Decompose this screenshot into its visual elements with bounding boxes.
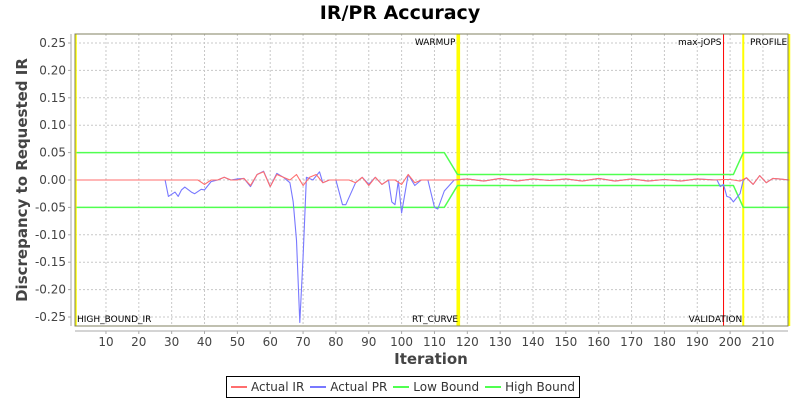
- y-tick-label: -0.05: [35, 200, 66, 214]
- legend: Actual IR Actual PR Low Bound High Bound: [226, 376, 580, 398]
- legend-swatch-actual-pr: [310, 386, 327, 388]
- y-tick-label: 0.20: [39, 63, 66, 77]
- legend-item-actual-pr: Actual PR: [310, 380, 387, 394]
- y-tick-label: -0.20: [35, 283, 66, 297]
- x-tick-label: 130: [489, 335, 512, 349]
- phase-marker-label: max-jOPS: [678, 38, 722, 48]
- legend-item-low-bound: Low Bound: [393, 380, 479, 394]
- phase-marker-label: PROFILE: [750, 38, 788, 48]
- x-tick-label: 190: [686, 335, 709, 349]
- legend-swatch-actual-ir: [231, 386, 247, 388]
- x-axis-label: Iteration: [394, 350, 468, 368]
- series-line: [76, 151, 790, 176]
- phase-marker-label: HIGH_BOUND_IR: [77, 315, 151, 325]
- y-axis-label: Discrepancy to Requested IR: [13, 58, 31, 302]
- x-tick-label: 140: [522, 335, 545, 349]
- series-lines: [76, 151, 790, 324]
- legend-label-low-bound: Low Bound: [413, 380, 480, 394]
- x-tick-label: 170: [620, 335, 643, 349]
- y-tick-label: -0.15: [35, 255, 66, 269]
- legend-swatch-high-bound: [485, 386, 502, 388]
- phase-markers: HIGH_BOUND_IR WARMUP RT_CURVE max-jOPS VALID…: [75, 34, 791, 326]
- x-tick-label: 100: [390, 335, 413, 349]
- legend-label-actual-ir: Actual IR: [251, 380, 305, 394]
- phase-marker-label: WARMUP: [415, 38, 456, 48]
- legend-label-high-bound: High Bound: [505, 380, 575, 394]
- legend-item-high-bound: High Bound: [485, 380, 575, 394]
- x-tick-label: 200: [719, 335, 742, 349]
- chart-title: IR/PR Accuracy: [319, 2, 481, 24]
- y-tick-label: 0.15: [39, 91, 66, 105]
- y-tick-label: 0.10: [39, 118, 66, 132]
- legend-label-actual-pr: Actual PR: [330, 380, 388, 394]
- x-tick-label: 120: [456, 335, 479, 349]
- x-tick-label: 40: [197, 335, 212, 349]
- series-line: [76, 171, 790, 188]
- x-tick-label: 160: [587, 335, 610, 349]
- x-tick-label: 70: [295, 335, 310, 349]
- x-tick-label: 50: [230, 335, 245, 349]
- x-tick-label: 80: [328, 335, 343, 349]
- y-tick-label: 0.00: [39, 173, 66, 187]
- y-tick-label: -0.25: [35, 310, 66, 324]
- phase-marker-label: VALIDATION: [689, 315, 743, 325]
- x-tick-label: 110: [423, 335, 446, 349]
- x-tick-label: 20: [131, 335, 146, 349]
- legend-item-actual-ir: Actual IR: [231, 380, 304, 394]
- x-tick-label: 210: [752, 335, 775, 349]
- y-axis: 0.25 0.20 0.15 0.10 0.05 0.00 -0.05 -0.10 -0.15 -…: [35, 34, 72, 326]
- x-tick-label: 150: [554, 335, 577, 349]
- y-tick-label: 0.25: [39, 36, 66, 50]
- series-line: [76, 184, 790, 209]
- legend-swatch-low-bound: [393, 386, 410, 388]
- x-tick-label: 60: [263, 335, 278, 349]
- x-tick-label: 90: [361, 335, 376, 349]
- x-tick-label: 30: [164, 335, 179, 349]
- y-tick-label: -0.10: [35, 228, 66, 242]
- y-tick-label: 0.05: [39, 146, 66, 160]
- x-tick-label: 180: [653, 335, 676, 349]
- phase-marker-label: RT_CURVE: [412, 315, 458, 325]
- x-axis: 10 20 30 40 50 60 70 80 90 100 110 120 130 140 150 160 1…: [75, 330, 788, 349]
- x-tick-label: 10: [98, 335, 113, 349]
- plot-frame: [74, 33, 789, 327]
